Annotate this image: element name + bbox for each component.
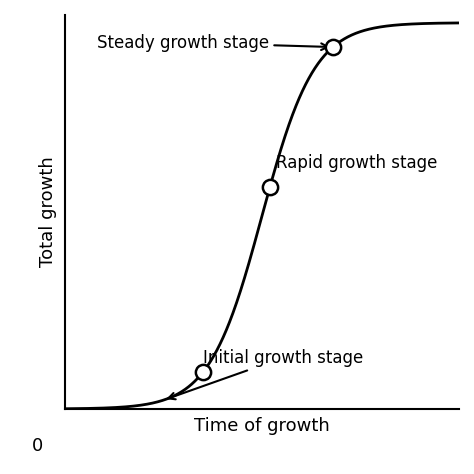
Y-axis label: Total growth: Total growth (39, 156, 57, 267)
Text: Rapid growth stage: Rapid growth stage (276, 154, 437, 172)
X-axis label: Time of growth: Time of growth (194, 417, 330, 435)
Text: Steady growth stage: Steady growth stage (97, 34, 328, 52)
Text: 0: 0 (32, 437, 44, 455)
Text: Initial growth stage: Initial growth stage (168, 349, 363, 399)
